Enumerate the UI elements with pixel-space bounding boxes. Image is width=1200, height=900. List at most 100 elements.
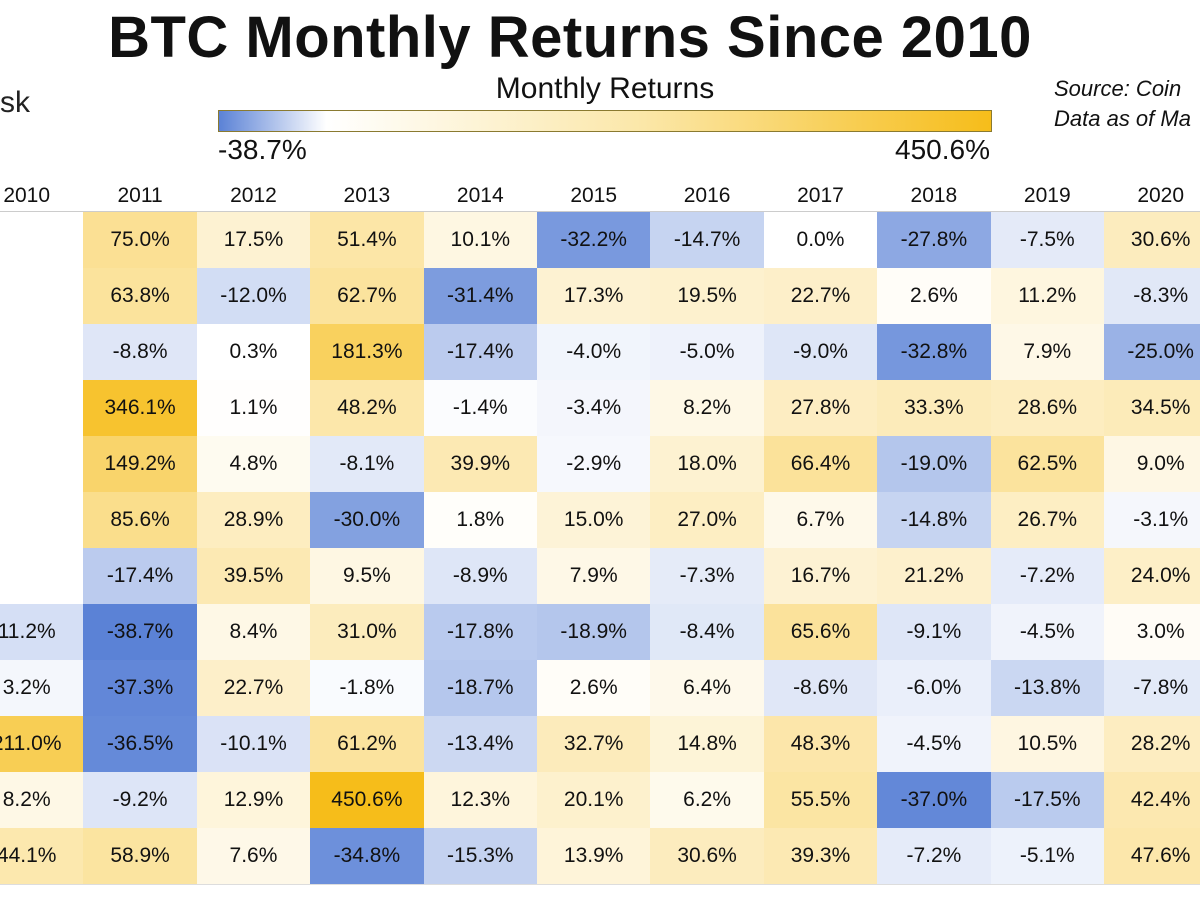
heatmap-cell: 39.3%: [763, 828, 878, 884]
heatmap-cell: -4.0%: [537, 324, 651, 380]
heatmap-cell: 7.6%: [196, 828, 311, 884]
heatmap-cell: 181.3%: [310, 324, 424, 380]
heatmap-cell: 63.8%: [83, 268, 197, 324]
heatmap-cell: 31.0%: [310, 604, 424, 660]
column-header: 2012: [230, 184, 277, 207]
heatmap-cell: 4.8%: [196, 436, 311, 492]
heatmap-cell: 8.2%: [650, 380, 764, 436]
heatmap-cell: 34.5%: [1104, 380, 1200, 436]
heatmap-cell: -7.5%: [990, 212, 1104, 268]
heatmap-cell: 27.0%: [650, 492, 764, 548]
heatmap-cell: -7.8%: [1104, 660, 1200, 716]
heatmap-cell: -8.9%: [423, 548, 537, 604]
heatmap-cell: -9.0%: [763, 324, 878, 380]
heatmap-cell: 7.9%: [537, 548, 651, 604]
heatmap-cell: 58.9%: [83, 828, 197, 884]
heatmap-cell: -37.0%: [877, 772, 991, 828]
heatmap-cell: 28.9%: [196, 492, 311, 548]
heatmap-cell: 85.6%: [83, 492, 197, 548]
heatmap-cell: 0.3%: [196, 324, 311, 380]
heatmap-cell: -1.8%: [310, 660, 424, 716]
heatmap-cell: 62.7%: [310, 268, 424, 324]
heatmap-cell: -7.2%: [877, 828, 991, 884]
colorbar-min-label: -38.7%: [218, 134, 307, 165]
heatmap-cell: 346.1%: [83, 380, 197, 436]
heatmap-cell: -8.6%: [763, 660, 878, 716]
heatmap-cell: 8.2%: [0, 772, 84, 828]
heatmap-cell: 2.6%: [877, 268, 991, 324]
column-header: 2020: [1137, 184, 1185, 207]
heatmap-cell: -27.8%: [877, 212, 991, 268]
heatmap-cell: 0.0%: [763, 212, 878, 268]
heatmap-cell: -3.1%: [1104, 492, 1200, 548]
heatmap-cell: 51.4%: [310, 212, 424, 268]
heatmap-cell: -36.5%: [83, 716, 197, 772]
heatmap-cell: 17.3%: [537, 268, 651, 324]
heatmap-cell: 62.5%: [990, 436, 1104, 492]
heatmap-cell: 32.7%: [537, 716, 651, 772]
header-divider: [0, 211, 1200, 212]
heatmap-cell: 39.5%: [196, 548, 311, 604]
heatmap-cell: [0, 212, 84, 268]
heatmap-cell: -4.5%: [877, 716, 991, 772]
heatmap-cell: 6.4%: [650, 660, 764, 716]
heatmap-cell: -5.0%: [650, 324, 764, 380]
heatmap-cell: -7.2%: [990, 548, 1104, 604]
heatmap-cell: 26.7%: [990, 492, 1104, 548]
source-note: Source: Coin Data as of Ma: [1054, 74, 1191, 134]
brand-logo-fragment: sk: [0, 86, 30, 119]
heatmap-cell: [0, 436, 84, 492]
heatmap-cell: -12.0%: [196, 268, 311, 324]
heatmap-cell: -14.7%: [650, 212, 764, 268]
heatmap-cell: 10.1%: [423, 212, 537, 268]
heatmap-cell: -10.1%: [196, 716, 311, 772]
heatmap-cell: -17.5%: [990, 772, 1104, 828]
heatmap-cell: -8.1%: [310, 436, 424, 492]
heatmap-cell: [0, 380, 84, 436]
heatmap-cell: -1.4%: [423, 380, 537, 436]
heatmap-cell: [0, 324, 84, 380]
heatmap-cell: 8.4%: [196, 604, 311, 660]
heatmap-cell: -8.3%: [1104, 268, 1200, 324]
heatmap-cell: 13.9%: [537, 828, 651, 884]
heatmap-cell: -18.7%: [423, 660, 537, 716]
column-header: 2018: [910, 184, 958, 207]
heatmap-cell: 18.0%: [650, 436, 764, 492]
heatmap-cell: -8.8%: [83, 324, 197, 380]
heatmap-cell: 3.0%: [1104, 604, 1200, 660]
heatmap-cell: [0, 492, 84, 548]
heatmap-cell: -6.0%: [877, 660, 991, 716]
heatmap-cell: -17.8%: [423, 604, 537, 660]
heatmap-cell: 48.3%: [763, 716, 878, 772]
heatmap-cell: 10.5%: [990, 716, 1104, 772]
heatmap-cell: 42.4%: [1104, 772, 1200, 828]
heatmap-cell: 3.2%: [0, 660, 84, 716]
chart-title: BTC Monthly Returns Since 2010: [108, 5, 1032, 70]
heatmap-cell: -17.4%: [423, 324, 537, 380]
heatmap-cell: -3.4%: [537, 380, 651, 436]
heatmap-cell: 61.2%: [310, 716, 424, 772]
heatmap-cell: -13.4%: [423, 716, 537, 772]
heatmap-cell: 19.5%: [650, 268, 764, 324]
heatmap-cell: 11.2%: [0, 604, 84, 660]
heatmap-cell: -13.8%: [990, 660, 1104, 716]
heatmap-cell: -8.4%: [650, 604, 764, 660]
heatmap-cell: -34.8%: [310, 828, 424, 884]
heatmap-cell: 149.2%: [83, 436, 197, 492]
column-header: 2014: [456, 184, 504, 207]
heatmap-cell: -9.1%: [877, 604, 991, 660]
heatmap-cell: -25.0%: [1104, 324, 1200, 380]
heatmap-cell: 2.6%: [537, 660, 651, 716]
heatmap-cell: 9.0%: [1104, 436, 1200, 492]
bottom-divider: [0, 884, 1200, 885]
heatmap-cell: 211.0%: [0, 716, 84, 772]
heatmap-cell: 7.9%: [990, 324, 1104, 380]
column-header: 2015: [570, 184, 618, 207]
heatmap-cell: -30.0%: [310, 492, 424, 548]
column-header: 2019: [1023, 184, 1071, 207]
heatmap-cell: 27.8%: [763, 380, 878, 436]
heatmap-cell: 22.7%: [763, 268, 878, 324]
heatmap-cell: -32.2%: [537, 212, 651, 268]
column-header: 2010: [3, 184, 51, 207]
heatmap-cell: 12.9%: [196, 772, 311, 828]
